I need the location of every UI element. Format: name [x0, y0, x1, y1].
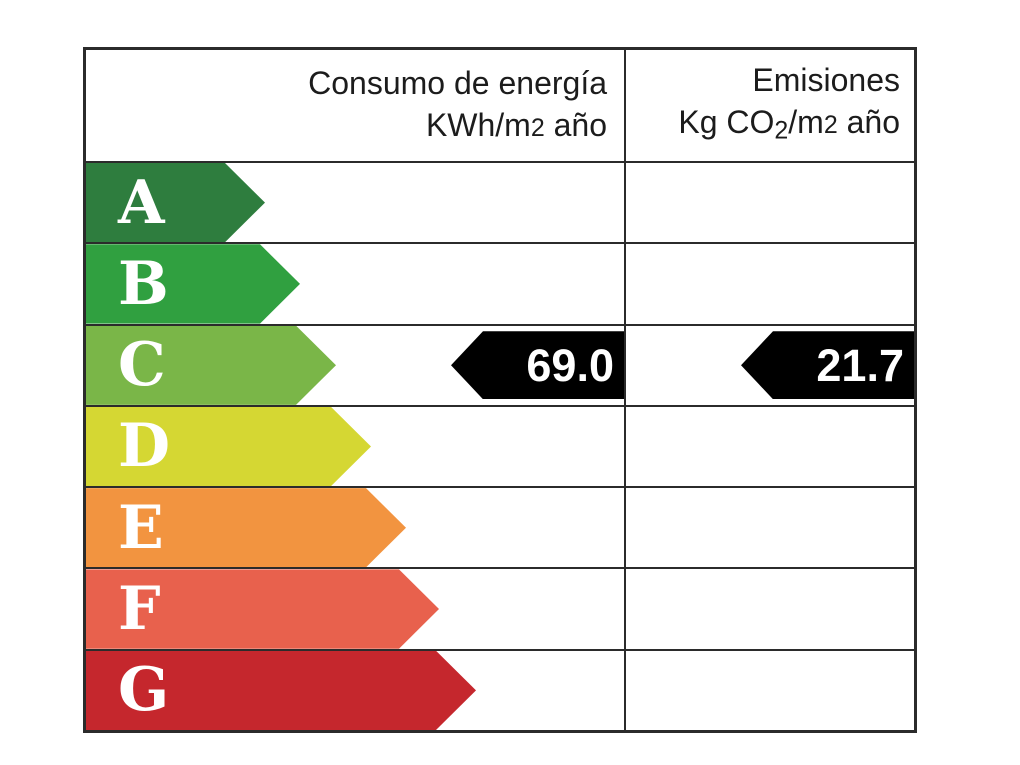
- emissions-header-title: Emisiones: [752, 62, 900, 99]
- consumption-cell: F: [86, 569, 626, 649]
- band-row-g: G: [86, 648, 914, 730]
- emissions-header-unit: Kg CO2/m2 año: [678, 101, 900, 151]
- band-arrow: G: [86, 651, 476, 730]
- consumption-header-title: Consumo de energía: [308, 65, 607, 101]
- emissions-cell: [626, 244, 914, 323]
- emissions-unit-text: Kg CO: [678, 104, 775, 141]
- band-letter: B: [118, 248, 169, 319]
- band-row-c: C 69.0 21.7: [86, 323, 914, 405]
- band-row-e: E: [86, 486, 914, 568]
- rating-bands-container: A B C 69.0 21.7 D E: [86, 161, 914, 730]
- consumption-unit-text: KWh/m: [425, 107, 531, 143]
- band-arrow: F: [86, 569, 439, 648]
- emissions-cell: [626, 651, 914, 730]
- consumption-unit-rest: año: [544, 107, 607, 143]
- consumption-cell: G: [86, 650, 626, 730]
- emissions-unit-exponent: 2: [823, 111, 838, 140]
- band-row-d: D: [86, 404, 914, 487]
- rating-value: 21.7: [816, 339, 904, 391]
- consumption-unit-exponent: 2: [530, 114, 545, 142]
- band-letter: C: [118, 330, 166, 401]
- emissions-cell: [626, 407, 914, 486]
- emissions-cell: [626, 163, 914, 242]
- band-arrow: C: [86, 326, 336, 405]
- emissions-unit-divider-text: /m: [788, 104, 824, 141]
- energy-rating-table: Consumo de energía KWh/m2 año Emisiones …: [83, 47, 917, 733]
- band-arrow: D: [86, 407, 371, 486]
- consumption-header-cell: Consumo de energía KWh/m2 año: [86, 50, 626, 161]
- emissions-header-cell: Emisiones Kg CO2/m2 año: [626, 50, 914, 161]
- band-letter: D: [118, 411, 171, 482]
- band-arrow: E: [86, 488, 406, 567]
- consumption-cell: C 69.0: [86, 325, 626, 405]
- emissions-cell: 21.7: [626, 326, 914, 405]
- band-letter: G: [118, 655, 170, 726]
- consumption-cell: A: [86, 163, 626, 243]
- emissions-unit-rest: año: [837, 104, 900, 141]
- consumption-cell: B: [86, 244, 626, 324]
- emissions-cell: [626, 569, 914, 648]
- band-arrow: A: [86, 163, 265, 242]
- emissions-cell: [626, 488, 914, 567]
- emissions-co2-subscript: 2: [774, 116, 789, 145]
- band-row-b: B: [86, 242, 914, 324]
- band-row-f: F: [86, 567, 914, 649]
- consumption-cell: E: [86, 488, 626, 568]
- consumption-rating-arrow: 69.0: [451, 331, 624, 400]
- band-arrow: B: [86, 244, 300, 323]
- consumption-cell: D: [86, 406, 626, 487]
- emissions-rating-arrow: 21.7: [741, 331, 914, 400]
- rating-value: 69.0: [526, 339, 614, 391]
- consumption-header-unit: KWh/m2 año: [426, 104, 607, 149]
- band-letter: E: [118, 492, 164, 563]
- table-header-row: Consumo de energía KWh/m2 año Emisiones …: [86, 50, 914, 161]
- band-row-a: A: [86, 161, 914, 243]
- band-letter: A: [118, 167, 165, 238]
- band-letter: F: [118, 574, 161, 645]
